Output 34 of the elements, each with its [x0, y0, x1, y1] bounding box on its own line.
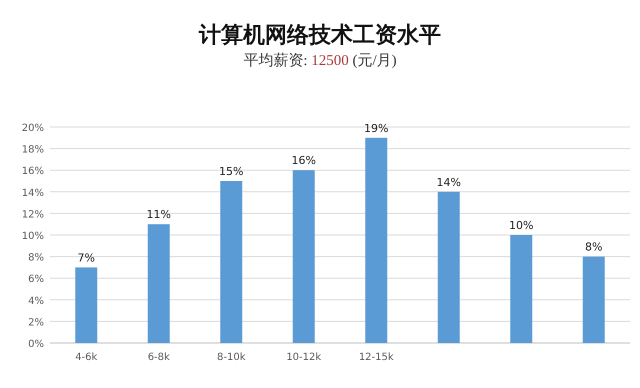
- bar: [365, 138, 388, 343]
- x-tick-label: 12-15k: [358, 352, 394, 363]
- y-tick-label: 6%: [28, 274, 44, 286]
- chart-title: 计算机网络技术工资水平: [198, 22, 441, 47]
- bar: [438, 192, 460, 343]
- y-tick-label: 16%: [22, 166, 44, 178]
- bar: [148, 224, 170, 343]
- data-label: 19%: [364, 122, 388, 135]
- bar: [510, 235, 532, 343]
- data-label: 15%: [219, 165, 244, 178]
- y-tick-label: 0%: [28, 339, 44, 350]
- data-label: 8%: [585, 240, 602, 254]
- x-tick-label: 4-6k: [75, 352, 98, 363]
- bar: [292, 170, 315, 343]
- y-tick-label: 2%: [28, 317, 44, 328]
- data-label: 10%: [509, 219, 534, 232]
- x-tick-label: 6-8k: [148, 352, 170, 363]
- data-label: 14%: [436, 176, 461, 189]
- x-tick-label: 10-12k: [286, 352, 322, 363]
- y-tick-label: 20%: [22, 123, 44, 134]
- y-tick-label: 18%: [22, 144, 44, 156]
- bar: [582, 256, 605, 343]
- data-label: 11%: [146, 208, 171, 222]
- y-tick-label: 4%: [28, 296, 44, 307]
- y-tick-label: 8%: [28, 252, 44, 264]
- x-tick-label: 8-10k: [217, 352, 246, 363]
- data-label: 7%: [78, 251, 95, 264]
- y-tick-label: 12%: [22, 209, 44, 220]
- chart-subtitle: 平均薪资: 12500 (元/月): [243, 52, 397, 69]
- data-label: 16%: [292, 154, 316, 168]
- bar: [220, 181, 242, 343]
- y-tick-label: 10%: [22, 231, 44, 242]
- bar: [75, 267, 98, 343]
- y-tick-label: 14%: [22, 188, 44, 199]
